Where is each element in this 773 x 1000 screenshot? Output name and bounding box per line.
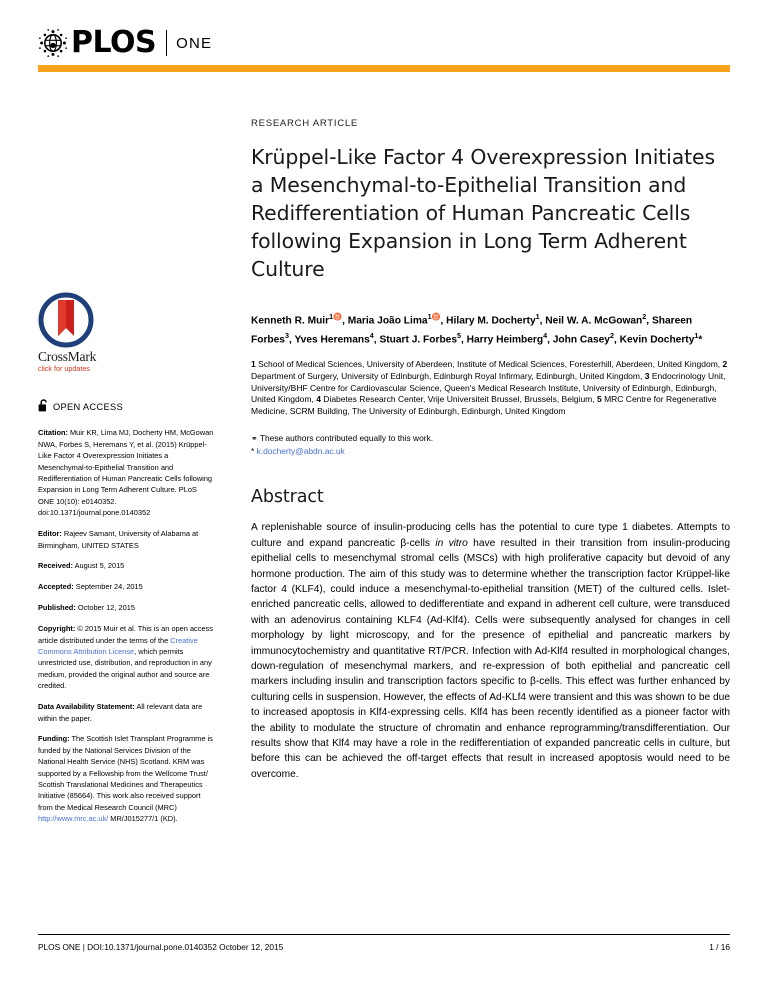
corresponding-email-link[interactable]: k.docherty@abdn.ac.uk bbox=[256, 446, 345, 457]
page-title: Krüppel-Like Factor 4 Overexpression Ini… bbox=[251, 145, 716, 281]
journal-name: ONE bbox=[176, 34, 213, 52]
copyright-label: Copyright: bbox=[38, 624, 76, 634]
author-list: Kenneth R. Muir1♉, Maria João Lima1♉, Hi… bbox=[251, 312, 703, 346]
received-date: August 5, 2015 bbox=[72, 561, 125, 571]
abstract-body: A replenishable source of insulin-produc… bbox=[251, 522, 730, 780]
crossmark-badge[interactable]: CrossMark click for updates bbox=[38, 292, 134, 373]
corresponding-asterisk: * bbox=[251, 446, 255, 457]
footer-page-number: 1 / 16 bbox=[709, 942, 730, 952]
funding-text-after: MR/J015277/1 (KD). bbox=[108, 814, 178, 824]
footer-doi: PLOS ONE | DOI:10.1371/journal.pone.0140… bbox=[38, 942, 284, 952]
received-block: Received: August 5, 2015 bbox=[38, 560, 214, 571]
author-notes: ⚭ These authors contributed equally to t… bbox=[251, 432, 730, 457]
article-type-kicker: RESEARCH ARTICLE bbox=[251, 118, 358, 129]
abstract-heading: Abstract bbox=[251, 487, 324, 508]
published-block: Published: October 12, 2015 bbox=[38, 602, 214, 613]
received-label: Received: bbox=[38, 561, 73, 571]
open-padlock-icon bbox=[38, 399, 49, 415]
article-metadata-sidebar: CrossMark click for updates OPEN ACCESS … bbox=[38, 292, 214, 834]
equal-contribution-text: These authors contributed equally to thi… bbox=[259, 432, 434, 443]
mrc-url-link[interactable]: http://www.mrc.ac.uk/ bbox=[38, 814, 109, 824]
copyright-text-before: © 2015 Muir et al. This is an open acces… bbox=[38, 624, 213, 645]
open-access-badge: OPEN ACCESS bbox=[38, 399, 214, 415]
editor-label: Editor: bbox=[38, 529, 62, 539]
copyright-block: Copyright: © 2015 Muir et al. This is an… bbox=[38, 623, 214, 691]
citation-label: Citation: bbox=[38, 428, 68, 438]
copyright-text-after: , which permits unrestricted use, distri… bbox=[38, 647, 212, 691]
plos-globe-icon bbox=[38, 28, 68, 58]
funding-block: Funding: The Scottish Islet Transplant P… bbox=[38, 733, 214, 824]
citation-text: Muir KR, Lima MJ, Docherty HM, McGowan N… bbox=[38, 428, 214, 518]
cc-license-link[interactable]: Creative Commons Attribution License bbox=[38, 635, 198, 656]
accepted-label: Accepted: bbox=[38, 582, 74, 592]
published-date: October 12, 2015 bbox=[75, 603, 135, 613]
crossmark-subtitle: click for updates bbox=[38, 364, 90, 373]
accepted-date: September 24, 2015 bbox=[73, 582, 143, 592]
equal-contribution-note: ⚭ These authors contributed equally to t… bbox=[251, 432, 730, 445]
page-header: PLOS ONE bbox=[38, 26, 730, 78]
page-footer: PLOS ONE | DOI:10.1371/journal.pone.0140… bbox=[38, 934, 730, 952]
corresponding-author-note: * k.docherty@abdn.ac.uk bbox=[251, 445, 730, 457]
editor-block: Editor: Rajeev Samant, University of Ala… bbox=[38, 528, 214, 551]
funding-label: Funding: bbox=[38, 734, 70, 744]
footer-divider bbox=[38, 934, 730, 935]
published-label: Published: bbox=[38, 603, 76, 613]
header-accent-bar bbox=[38, 65, 730, 72]
crossmark-title: CrossMark bbox=[38, 349, 97, 364]
logo-divider bbox=[166, 30, 168, 56]
citation-block: Citation: Muir KR, Lima MJ, Docherty HM,… bbox=[38, 427, 214, 518]
plos-one-logo: PLOS ONE bbox=[38, 26, 730, 60]
affiliation-list: 1 School of Medical Sciences, University… bbox=[251, 359, 728, 417]
crossmark-badge-icon bbox=[38, 292, 94, 348]
data-availability-block: Data Availability Statement: All relevan… bbox=[38, 701, 214, 724]
accepted-block: Accepted: September 24, 2015 bbox=[38, 581, 214, 592]
open-access-label: OPEN ACCESS bbox=[53, 401, 123, 412]
editor-text: Rajeev Samant, University of Alabama at … bbox=[38, 529, 199, 550]
data-availability-label: Data Availability Statement: bbox=[38, 702, 135, 712]
data-availability-text: All relevant data are within the paper. bbox=[38, 702, 203, 723]
equal-contribution-icon: ⚭ bbox=[251, 433, 258, 443]
plos-wordmark: PLOS bbox=[71, 25, 157, 60]
funding-text-before: The Scottish Islet Transplant Programme … bbox=[38, 734, 213, 812]
article-main-column: RESEARCH ARTICLE Krüppel-Like Factor 4 O… bbox=[251, 118, 730, 782]
